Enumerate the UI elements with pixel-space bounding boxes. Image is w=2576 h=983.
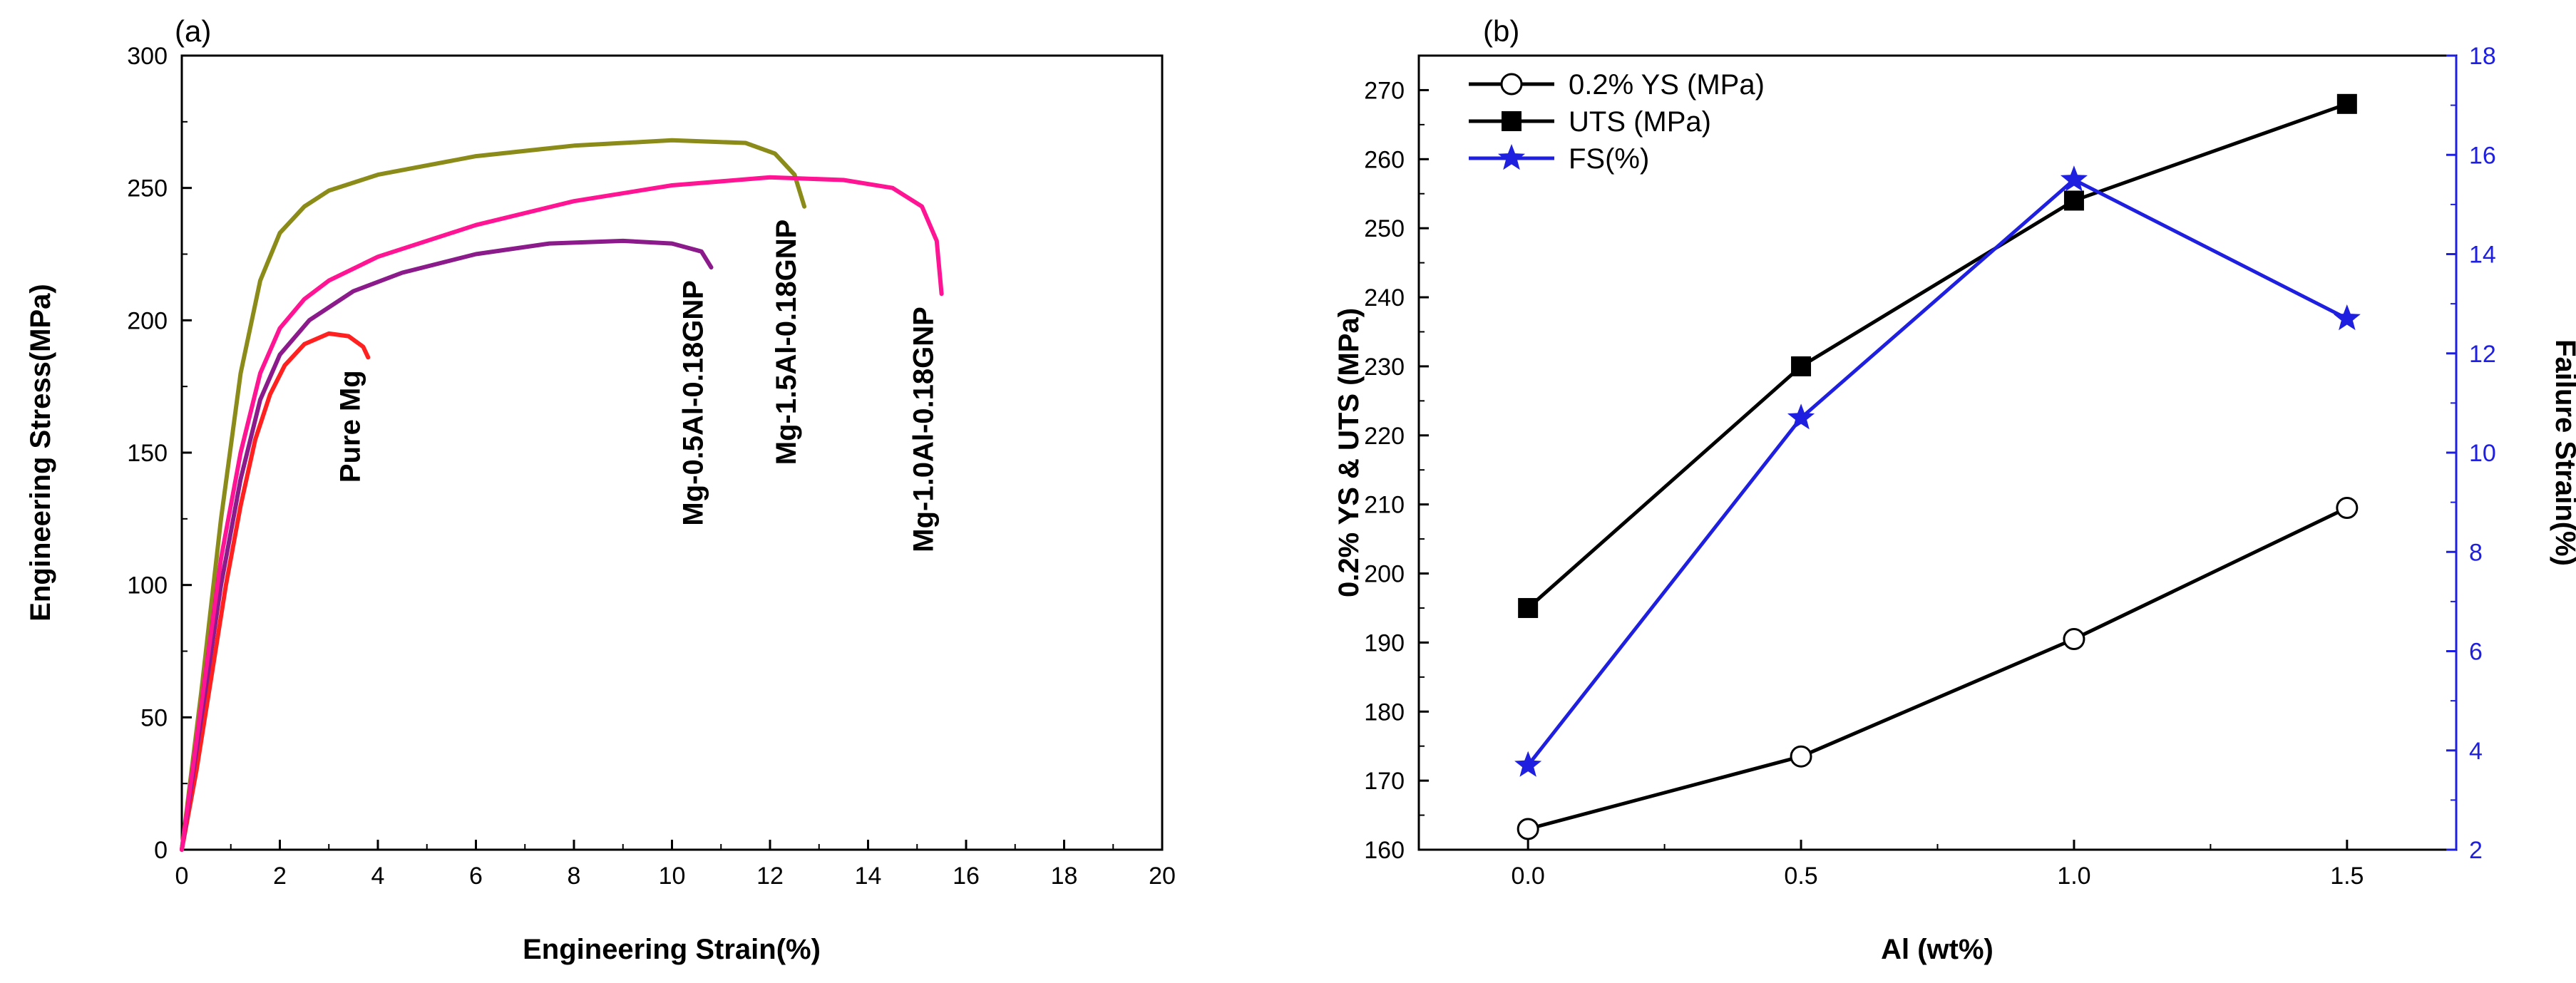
panel-b-y2-tick-label: 14 (2469, 242, 2496, 269)
panel-b-y-tick-label: 270 (1364, 77, 1405, 104)
panel-b-label: (b) (1483, 14, 1519, 48)
legend-marker (1500, 73, 1523, 96)
panel-a-curve-labels: Pure Mg Mg-0.5Al-0.18GNP Mg-1.5Al-0.18GNP M… (334, 220, 939, 552)
panel-b-y2-tick-label: 10 (2469, 440, 2496, 467)
panel-a-y-tick-label: 300 (127, 43, 168, 70)
panel-a-x-tick-label: 8 (568, 863, 581, 890)
panel-a-x-tick-label: 14 (855, 863, 882, 890)
panel-b-y-tick-label: 260 (1364, 146, 1405, 173)
series-line-0-2-ys-mpa (1527, 506, 2348, 831)
series-point-uts-mpa (2063, 190, 2084, 211)
panel-a-x-tick-label: 6 (469, 863, 483, 890)
panel-b-y2-tick-label: 12 (2469, 341, 2496, 368)
panel-a-plot-frame (180, 54, 1164, 851)
panel-b-legend: 0.2% YS (MPa) UTS (MPa) FS(%) (1469, 69, 1765, 175)
legend-label: UTS (MPa) (1569, 106, 1711, 138)
panel-a-y-axis-title: Engineering Stress(MPa) (25, 284, 56, 621)
panel-b-y-tick-label: 250 (1364, 215, 1405, 242)
panel-a-x-tick-label: 4 (371, 863, 385, 890)
panel-b-x-tick-label: 1.5 (2330, 863, 2364, 890)
curve-mg-0-5al-0-18gnp (180, 238, 714, 852)
panel-a-y-tick-label: 0 (154, 837, 168, 864)
panel-b-y-tick-label: 200 (1364, 561, 1405, 588)
panel-a-y-tick-label: 100 (127, 572, 168, 599)
panel-b-y-tick-label: 180 (1364, 699, 1405, 726)
panel-a-x-tick-label: 20 (1149, 863, 1176, 890)
panel-a-x-axis-title: Engineering Strain(%) (523, 934, 821, 965)
series-point-uts-mpa (2336, 93, 2357, 114)
series-point-0-2-ys-mpa (1517, 818, 1539, 840)
panel-b-x-axis-title: Al (wt%) (1881, 934, 1993, 965)
panel-a-y-tick-label: 50 (140, 704, 168, 731)
panel-a-curves (180, 138, 944, 852)
series-point-0-2-ys-mpa (1790, 745, 1812, 768)
panel-b-y2-tick-label: 4 (2469, 738, 2483, 765)
panel-b-series (1514, 93, 2361, 840)
series-point-fs (2333, 304, 2361, 331)
panel-b-y2-tick-label: 16 (2469, 142, 2496, 169)
panel-a-x-tick-label: 12 (756, 863, 784, 890)
panel-b-x-tick-label: 0.5 (1784, 863, 1817, 890)
panel-a-x-tick-label: 0 (175, 863, 189, 890)
panel-b-y-tick-label: 160 (1364, 837, 1405, 864)
panel-a-y-tick-label: 200 (127, 307, 168, 334)
curve-label: Mg-1.5Al-0.18GNP (771, 220, 802, 465)
legend-marker (1498, 144, 1525, 170)
curve-label: Pure Mg (334, 370, 366, 483)
legend-marker (1502, 111, 1522, 131)
series-point-uts-mpa (1518, 597, 1539, 618)
curve-label: Mg-1.0Al-0.18GNP (908, 307, 940, 552)
curve-mg-1-0al-0-18gnp (180, 175, 944, 852)
panel-b-y-tick-label: 170 (1364, 768, 1405, 795)
panel-a-x-tick-label: 2 (273, 863, 287, 890)
panel-b-y-tick-label: 220 (1364, 423, 1405, 450)
series-line-fs (1526, 177, 2348, 767)
series-point-0-2-ys-mpa (2063, 628, 2085, 651)
panel-b-y2-tick-label: 8 (2469, 539, 2483, 566)
panel-b-plot-frame (1417, 54, 2458, 851)
panel-b-x-tick-label: 1.0 (2057, 863, 2090, 890)
curve-mg-1-5al-0-18gnp (180, 138, 807, 852)
panel-b-ticks: 0.0 0.5 1.0 1.51601701801902002102202302402… (1364, 43, 2496, 890)
panel-a-x-tick-label: 16 (953, 863, 980, 890)
panel-b-y2-tick-label: 6 (2469, 639, 2483, 666)
panel-b-x-tick-label: 0.0 (1512, 863, 1545, 890)
series-point-fs (1787, 403, 1815, 430)
series-point-fs (2060, 165, 2088, 192)
panel-a-stress-strain-chart: (a) 0 2 4 6 8 10 12 14 16 18 20050100150200250300 … (25, 14, 1176, 965)
series-line-uts-mpa (1526, 102, 2348, 609)
series-point-fs (1514, 751, 1542, 777)
panel-a-x-tick-label: 18 (1051, 863, 1078, 890)
panel-b-y2-tick-label: 2 (2469, 837, 2483, 864)
series-point-0-2-ys-mpa (2336, 496, 2359, 519)
panel-b-y-tick-label: 190 (1364, 629, 1405, 657)
panel-b-y-tick-label: 230 (1364, 354, 1405, 381)
series-point-uts-mpa (1791, 356, 1812, 376)
panel-b-properties-chart: (b) 0.0 0.5 1.0 1.5160170180190200210220230… (1333, 14, 2576, 965)
panel-b-y-tick-label: 240 (1364, 284, 1405, 312)
panel-a-y-tick-label: 250 (127, 175, 168, 202)
panel-b-y-tick-label: 210 (1364, 492, 1405, 519)
legend-label: FS(%) (1569, 143, 1649, 175)
panel-b-y2-axis-title: Failure Strain(%) (2550, 339, 2576, 566)
panel-b-y-axis-title: 0.2% YS & UTS (MPa) (1333, 308, 1365, 597)
curve-pure-mg (180, 331, 371, 852)
panel-a-y-tick-label: 150 (127, 440, 168, 467)
panel-b-y2-tick-label: 18 (2469, 43, 2496, 70)
curve-label: Mg-0.5Al-0.18GNP (678, 280, 709, 526)
panel-a-x-tick-label: 10 (659, 863, 686, 890)
panel-a-label: (a) (175, 14, 211, 48)
legend-label: 0.2% YS (MPa) (1569, 69, 1765, 101)
